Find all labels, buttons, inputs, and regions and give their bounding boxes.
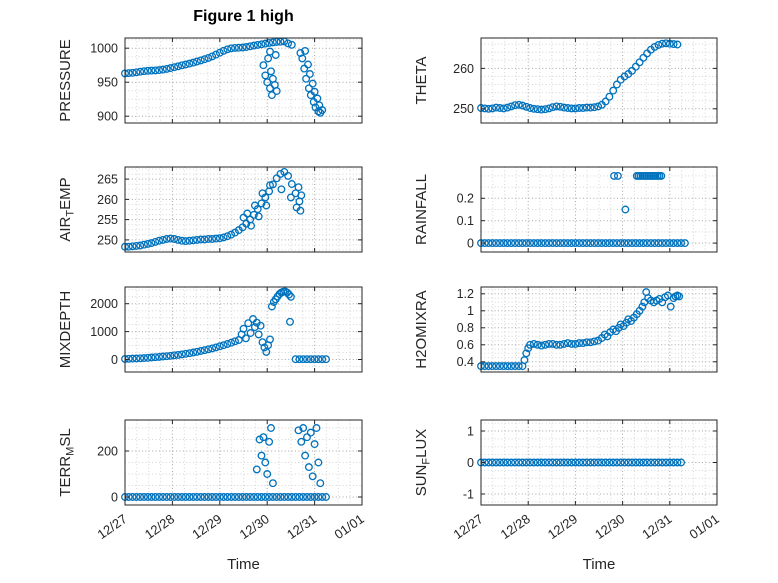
x-tick-label: 12/27 bbox=[450, 511, 485, 542]
axes-box bbox=[480, 37, 718, 124]
y-axis-label: TERRMSL bbox=[57, 428, 77, 496]
y-tick-label: 0 bbox=[467, 456, 474, 470]
tick-marks bbox=[124, 287, 363, 372]
y-tick-label: 260 bbox=[453, 62, 474, 76]
subplot-rainfall: 0 0.1 0.2 RAINFALL bbox=[413, 166, 718, 253]
y-tick-label: 0.1 bbox=[457, 214, 474, 228]
x-tick-label: 12/28 bbox=[142, 511, 177, 542]
subplot-air-temp: 250 255 260 265 AIRTEMP bbox=[57, 166, 363, 253]
grid-minor bbox=[481, 38, 717, 123]
subplot-pressure: 900 950 1000 PRESSURE bbox=[57, 37, 363, 124]
x-tick-label: 12/29 bbox=[189, 511, 224, 542]
x-axis-label-left: Time bbox=[227, 556, 260, 573]
x-tick-label: 12/27 bbox=[94, 511, 129, 542]
data-points bbox=[477, 288, 684, 371]
y-axis-label: AIRTEMP bbox=[57, 177, 77, 241]
x-tick-label: 12/31 bbox=[284, 511, 319, 542]
tick-marks bbox=[480, 167, 718, 252]
data-points bbox=[477, 171, 689, 248]
x-tick-label: 12/30 bbox=[592, 511, 627, 542]
subplot-terr-msl: 0 200 12/27 12/28 12/29 12/30 12/31 01/01 TERRMS… bbox=[57, 419, 367, 542]
y-tick-label: 0.8 bbox=[457, 321, 474, 335]
subplot-mixdepth: 0 1000 2000 MIXDEPTH bbox=[57, 286, 363, 373]
subplot-theta: 250 260 THETA bbox=[413, 37, 718, 124]
y-tick-label: 260 bbox=[97, 193, 118, 207]
y-tick-label: 2000 bbox=[90, 297, 118, 311]
y-axis-label: SUNFLUX bbox=[413, 429, 433, 497]
y-tick-label: 950 bbox=[97, 76, 118, 90]
y-tick-label: -1 bbox=[463, 487, 474, 501]
y-tick-label: 0 bbox=[467, 236, 474, 250]
grid-minor bbox=[481, 167, 717, 252]
tick-marks bbox=[124, 167, 363, 252]
y-tick-label: 1000 bbox=[90, 325, 118, 339]
subplot-sun-flux: -1 0 1 12/27 12/28 12/29 12/30 12/31 01/01 SUNFLU… bbox=[413, 419, 722, 542]
data-points bbox=[121, 424, 330, 501]
axes-box bbox=[124, 419, 363, 506]
y-tick-label: 1 bbox=[467, 424, 474, 438]
y-tick-label: 0 bbox=[111, 490, 118, 504]
subplot-h2omixra: 0.4 0.6 0.8 1 1.2 H2OMIXRA bbox=[413, 286, 718, 373]
x-tick-label: 12/30 bbox=[237, 511, 272, 542]
y-tick-label: 1.2 bbox=[457, 287, 474, 301]
grid-minor bbox=[481, 420, 717, 505]
y-axis-label: THETA bbox=[413, 56, 430, 104]
y-tick-label: 0 bbox=[111, 353, 118, 367]
y-tick-label: 250 bbox=[453, 102, 474, 116]
tick-marks bbox=[124, 420, 363, 505]
x-tick-label: 12/29 bbox=[545, 511, 580, 542]
axes-box bbox=[124, 286, 363, 373]
data-points bbox=[477, 458, 686, 467]
x-axis-label-right: Time bbox=[582, 556, 616, 573]
x-tick-label: 12/31 bbox=[639, 511, 674, 542]
x-tick-label: 01/01 bbox=[686, 511, 721, 542]
y-tick-label: 0.2 bbox=[457, 192, 474, 206]
axes-box bbox=[124, 166, 363, 253]
y-tick-label: 900 bbox=[97, 110, 118, 124]
tick-marks bbox=[480, 287, 718, 372]
y-tick-label: 0.6 bbox=[457, 338, 474, 352]
y-tick-label: 255 bbox=[97, 213, 118, 227]
grid-minor bbox=[125, 167, 362, 252]
grid-minor bbox=[125, 38, 362, 123]
grid-minor bbox=[125, 420, 362, 505]
axes-box bbox=[480, 286, 718, 373]
y-tick-label: 265 bbox=[97, 172, 118, 186]
y-tick-label: 1 bbox=[467, 304, 474, 318]
data-points bbox=[121, 37, 327, 117]
tick-marks bbox=[124, 38, 363, 123]
y-tick-label: 0.4 bbox=[457, 355, 474, 369]
y-axis-label: PRESSURE bbox=[57, 39, 74, 122]
y-tick-label: 250 bbox=[97, 233, 118, 247]
y-axis-label: RAINFALL bbox=[413, 174, 430, 245]
data-points bbox=[477, 39, 682, 114]
grid-minor bbox=[125, 287, 362, 372]
y-tick-label: 200 bbox=[97, 444, 118, 458]
axes-box bbox=[480, 166, 718, 253]
x-tick-label: 01/01 bbox=[331, 511, 366, 542]
figure-title: Figure 1 high bbox=[193, 8, 294, 25]
tick-marks bbox=[480, 420, 718, 505]
axes-box bbox=[124, 37, 363, 124]
data-points bbox=[121, 287, 330, 364]
x-tick-label: 12/28 bbox=[498, 511, 533, 542]
y-tick-label: 1000 bbox=[90, 42, 118, 56]
y-axis-label: H2OMIXRA bbox=[413, 290, 430, 368]
y-axis-label: MIXDEPTH bbox=[57, 291, 74, 369]
tick-marks bbox=[480, 38, 718, 123]
grid-minor bbox=[481, 287, 717, 372]
data-points bbox=[121, 167, 306, 251]
